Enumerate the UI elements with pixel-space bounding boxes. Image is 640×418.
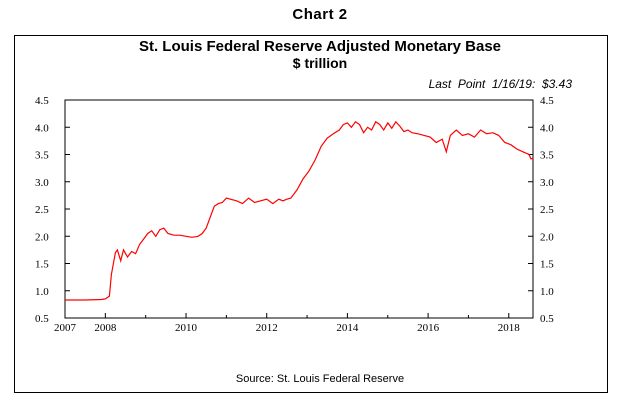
y-tick-label-left: 3.5 (35, 150, 49, 162)
x-tick-label: 2016 (417, 322, 440, 334)
y-tick-label-left: 4.0 (35, 122, 49, 134)
x-tick-label: 2007 (54, 322, 77, 334)
y-tick-label-right: 3.5 (540, 150, 554, 162)
plot-area (64, 99, 534, 319)
y-tick-label-right: 1.5 (540, 259, 554, 271)
y-tick-label-left: 0.5 (35, 313, 49, 325)
y-tick-label-left: 2.0 (35, 231, 49, 243)
y-tick-label-right: 4.5 (540, 95, 554, 107)
y-tick-label-left: 4.5 (35, 95, 49, 107)
y-axis-left: 4.5 4.0 3.5 3.0 2.5 2.0 1.5 1.0 0.5 (35, 95, 70, 325)
x-tick-label: 2012 (256, 322, 278, 334)
y-tick-label-left: 2.5 (35, 204, 49, 216)
y-tick-label-right: 0.5 (540, 313, 554, 325)
chart-number-label: Chart 2 (292, 6, 348, 23)
chart-frame (14, 35, 608, 393)
last-point-annotation: Last Point 1/16/19: $3.43 (428, 77, 572, 91)
x-tick-label: 2018 (498, 322, 521, 334)
y-tick-label-right: 2.5 (540, 204, 554, 216)
y-axis-right: 4.5 4.0 3.5 3.0 2.5 2.0 1.5 1.0 0.5 (528, 95, 554, 325)
y-tick-label-left: 1.5 (35, 259, 49, 271)
x-tick-label: 2014 (336, 322, 359, 334)
source-note: Source: St. Louis Federal Reserve (235, 373, 405, 385)
y-tick-label-right: 3.0 (540, 177, 554, 189)
y-tick-label-right: 1.0 (540, 286, 554, 298)
y-tick-label-right: 4.0 (540, 122, 554, 134)
x-tick-label: 2010 (175, 322, 198, 334)
y-tick-label-left: 3.0 (35, 177, 49, 189)
y-tick-label-right: 2.0 (540, 231, 554, 243)
chart-title: St. Louis Federal Reserve Adjusted Monet… (138, 38, 502, 55)
chart-subtitle: $ trillion (292, 55, 348, 71)
x-tick-label: 2008 (94, 322, 117, 334)
x-axis: 2007 2008 2010 2012 2014 2016 2018 (54, 313, 520, 334)
y-tick-label-left: 1.0 (35, 286, 49, 298)
monetary-base-line (65, 120, 534, 301)
